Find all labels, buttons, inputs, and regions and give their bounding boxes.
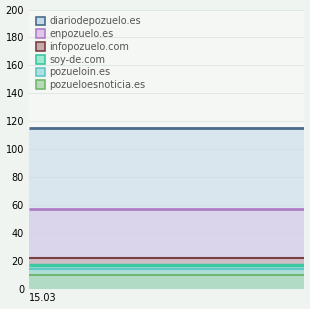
Legend: diariodepozuelo.es, enpozuelo.es, infopozuelo.com, soy-de.com, pozueloin.es, poz: diariodepozuelo.es, enpozuelo.es, infopo… [34,15,147,92]
